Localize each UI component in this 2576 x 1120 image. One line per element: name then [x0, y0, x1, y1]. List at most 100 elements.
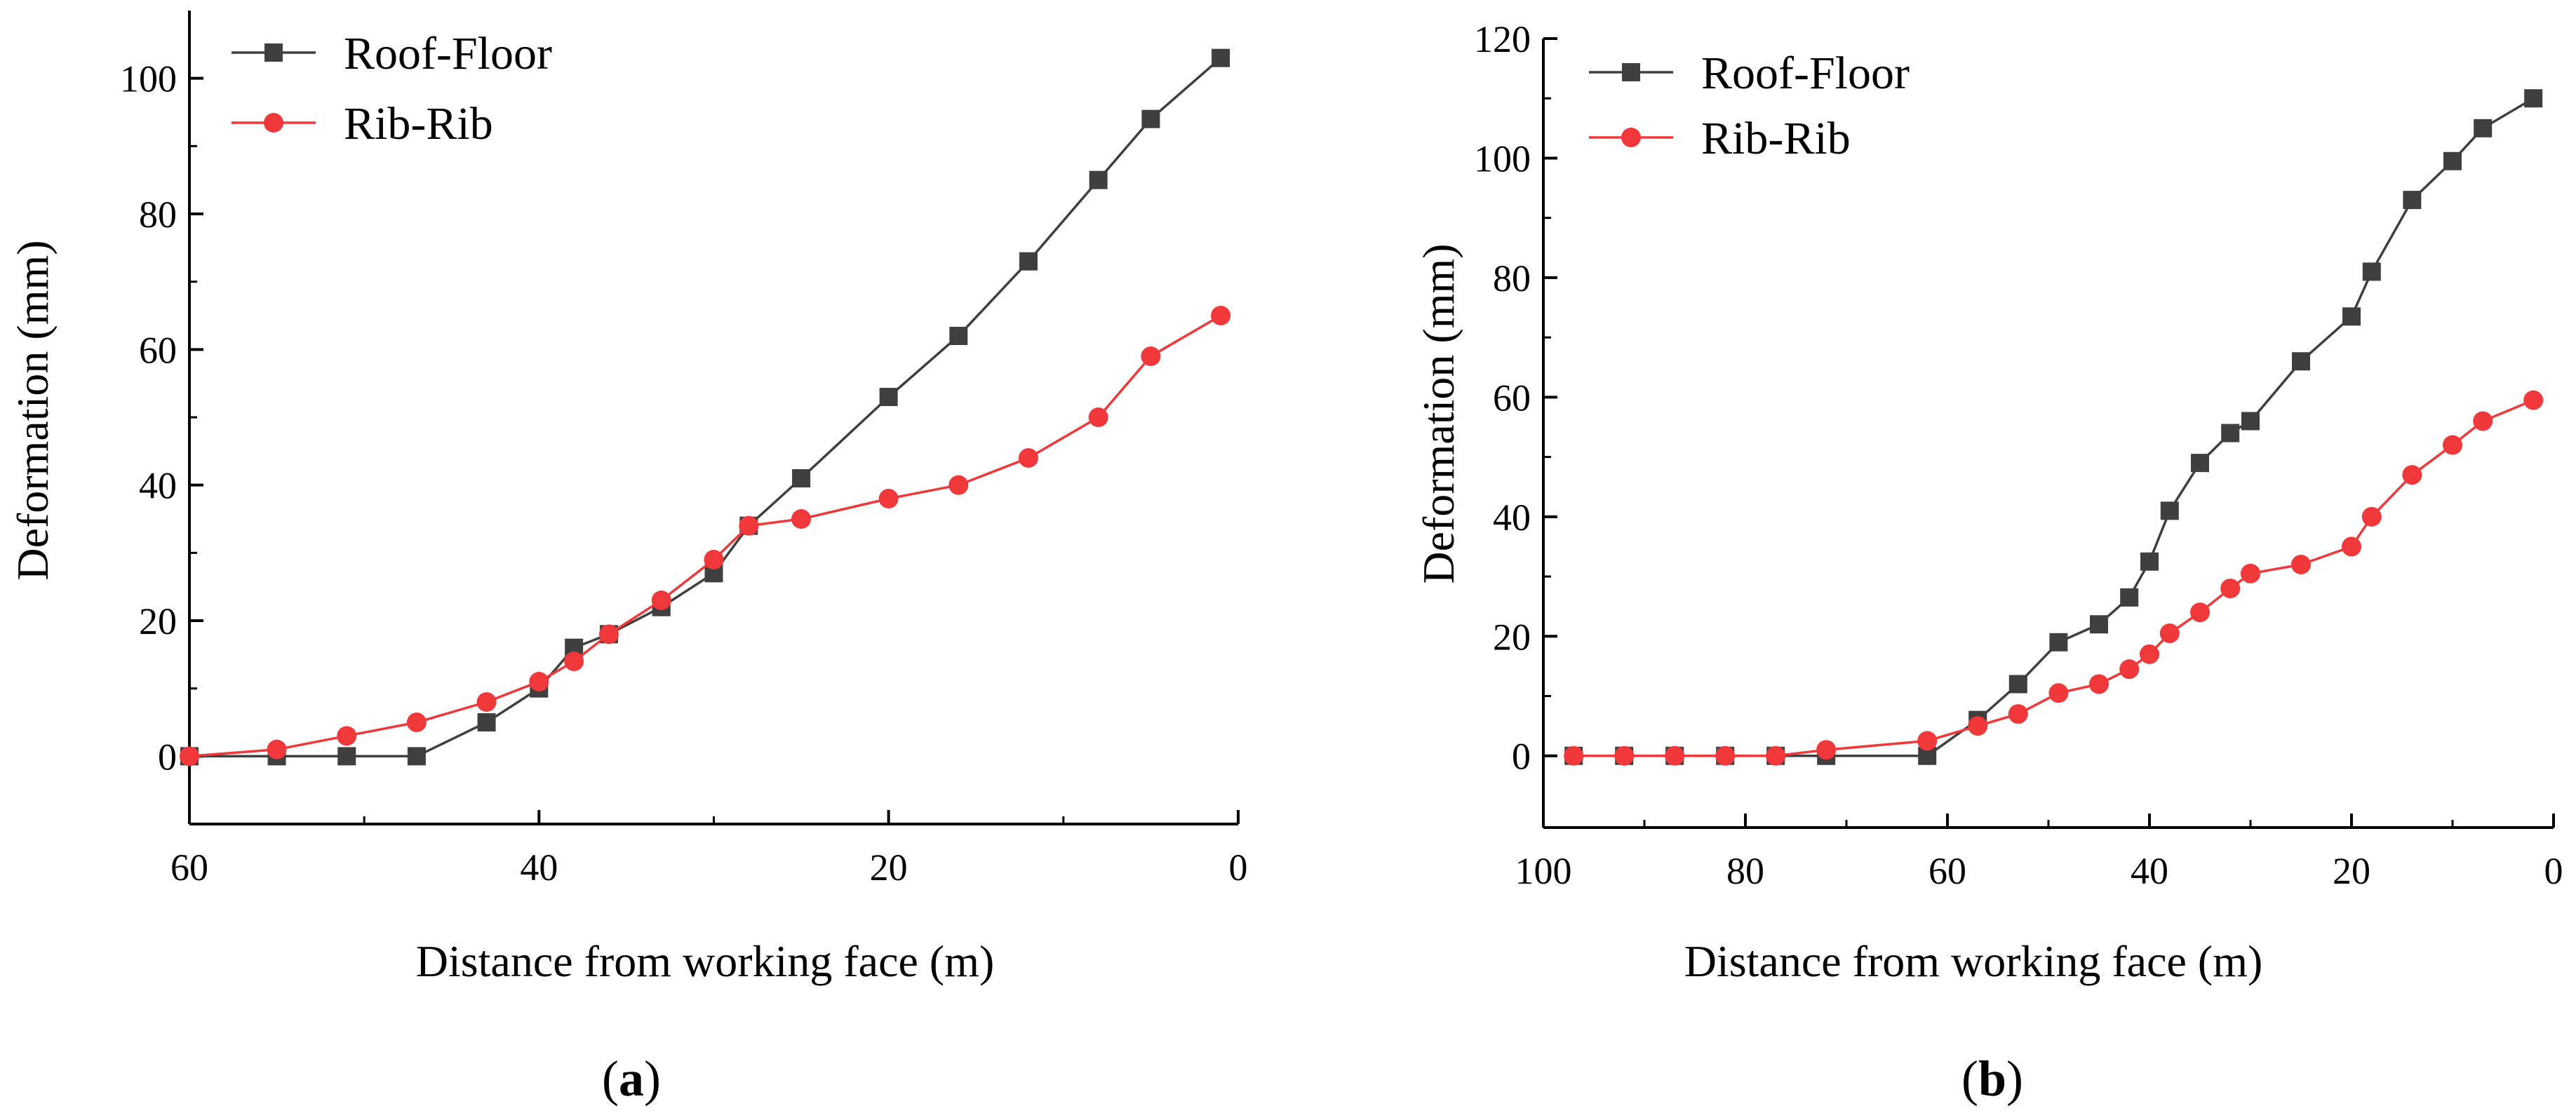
data-point-roof-floor-b	[2221, 424, 2240, 443]
data-point-roof-floor-a	[792, 469, 811, 487]
legend-label-roof-floor-b: Roof-Floor	[1701, 48, 1910, 99]
data-point-roof-floor-b	[2362, 262, 2381, 281]
y-tick-label-b: 80	[1493, 257, 1531, 299]
x-tick-label-a: 0	[1229, 846, 1248, 889]
x-tick-label-b: 80	[1726, 850, 1764, 892]
legend-item-rib-rib-a: Rib-Rib	[232, 98, 493, 149]
legend-item-roof-floor-b: Roof-Floor	[1589, 48, 1910, 99]
y-tick-label-a: 40	[139, 465, 177, 507]
legend-label-rib-rib-b: Rib-Rib	[1701, 113, 1851, 164]
x-axis-title-a: Distance from working face (m)	[416, 936, 995, 986]
y-tick-label-b: 100	[1474, 137, 1531, 180]
data-point-roof-floor-b	[2090, 615, 2108, 634]
data-point-rib-rib-b	[1715, 745, 1736, 766]
plot-area-a: 60 40 20 0 0 20 40 60 80 100 Roof-Floor Rib-Rib	[120, 11, 1248, 889]
data-point-rib-rib-b	[2089, 674, 2109, 694]
data-point-rib-rib-a	[791, 509, 812, 529]
y-axis-title-a: Deformation (mm)	[8, 240, 58, 580]
y-tick-label-a: 0	[158, 736, 177, 778]
data-point-rib-rib-a	[406, 713, 427, 732]
data-point-rib-rib-b	[2523, 390, 2544, 410]
data-point-roof-floor-b	[2342, 307, 2361, 326]
chart-panel-b: 100 80 60 40 20 0 0 20 40 60 80 100 120 Roof-Floor Rib…	[1414, 18, 2563, 1107]
legend-item-roof-floor-a: Roof-Floor	[232, 28, 552, 79]
data-point-rib-rib-a	[476, 692, 497, 712]
x-tick-label-b: 60	[1928, 850, 1966, 892]
data-point-roof-floor-a	[337, 747, 356, 766]
series-line-roof-floor-b	[1574, 97, 2535, 757]
data-point-rib-rib-b	[1614, 745, 1635, 766]
data-point-rib-rib-a	[878, 489, 899, 508]
y-tick-label-a: 100	[120, 58, 177, 100]
data-point-rib-rib-a	[704, 550, 724, 569]
data-point-roof-floor-b	[2241, 412, 2260, 431]
data-point-rib-rib-b	[2008, 704, 2028, 724]
y-tick-label-b: 60	[1493, 377, 1531, 419]
x-tick-label-b: 100	[1515, 850, 1572, 892]
legend-marker-rib-rib-b	[1621, 128, 1641, 147]
data-point-roof-floor-b	[2008, 675, 2027, 694]
data-point-roof-floor-a	[1212, 48, 1230, 67]
data-point-rib-rib-a	[1211, 306, 1231, 325]
y-tick-label-b: 0	[1512, 736, 1531, 778]
data-point-roof-floor-a	[1141, 109, 1160, 128]
series-line-roof-floor-a	[189, 57, 1222, 758]
data-point-rib-rib-b	[2048, 683, 2069, 703]
data-point-roof-floor-a	[1019, 252, 1038, 271]
series-line-rib-rib-b	[1574, 398, 2534, 757]
y-axis-title-b: Deformation (mm)	[1414, 243, 1463, 583]
data-point-rib-rib-a	[1019, 448, 1038, 468]
data-point-roof-floor-b	[2191, 454, 2209, 473]
data-point-rib-rib-b	[2220, 579, 2241, 599]
legend-label-roof-floor-a: Roof-Floor	[344, 28, 552, 79]
data-point-rib-rib-b	[1766, 745, 1786, 766]
x-tick-label-b: 40	[2131, 850, 2168, 892]
legend-item-rib-rib-b: Rib-Rib	[1589, 113, 1851, 164]
data-point-roof-floor-b	[2474, 119, 2493, 137]
data-point-rib-rib-a	[337, 726, 357, 746]
data-point-rib-rib-a	[529, 672, 549, 691]
data-point-roof-floor-b	[2160, 501, 2179, 520]
data-point-roof-floor-a	[1089, 170, 1108, 189]
data-point-roof-floor-a	[949, 327, 968, 345]
data-point-rib-rib-a	[1141, 346, 1161, 366]
plot-area-b: 100 80 60 40 20 0 0 20 40 60 80 100 120 Roof-Floor Rib…	[1474, 18, 2563, 892]
data-point-rib-rib-b	[2190, 602, 2210, 623]
data-point-rib-rib-a	[651, 591, 671, 610]
data-point-rib-rib-b	[2473, 411, 2493, 431]
data-point-roof-floor-a	[879, 388, 898, 406]
data-point-rib-rib-a	[599, 624, 619, 645]
y-tick-label-a: 60	[139, 329, 177, 371]
data-point-roof-floor-b	[2443, 151, 2462, 170]
data-point-rib-rib-a	[267, 739, 287, 760]
data-point-rib-rib-b	[2140, 644, 2159, 664]
data-point-roof-floor-b	[2524, 89, 2543, 108]
y-tick-label-b: 20	[1493, 616, 1531, 658]
data-point-rib-rib-b	[2159, 623, 2180, 644]
data-point-rib-rib-b	[2291, 555, 2311, 574]
data-point-rib-rib-b	[1968, 716, 1988, 736]
data-point-rib-rib-b	[2443, 435, 2462, 455]
data-point-rib-rib-b	[2342, 537, 2361, 557]
data-point-roof-floor-b	[2120, 588, 2139, 607]
x-tick-label-b: 0	[2544, 850, 2563, 892]
legend-marker-rib-rib-a	[264, 113, 283, 133]
data-point-roof-floor-a	[407, 747, 426, 766]
x-tick-label-a: 20	[870, 846, 908, 889]
y-tick-label-a: 20	[139, 600, 177, 642]
data-point-rib-rib-b	[1564, 745, 1584, 766]
data-point-rib-rib-b	[2402, 465, 2422, 485]
series-line-rib-rib-a	[189, 314, 1221, 758]
y-tick-label-b: 120	[1474, 18, 1531, 60]
data-point-rib-rib-b	[1816, 740, 1837, 760]
data-point-roof-floor-a	[477, 713, 496, 731]
data-point-rib-rib-b	[2361, 506, 2382, 527]
y-tick-label-b: 40	[1493, 497, 1531, 539]
data-point-rib-rib-b	[2241, 563, 2260, 583]
legend-marker-roof-floor-b	[1622, 63, 1640, 81]
data-point-roof-floor-b	[2140, 552, 2159, 571]
data-point-rib-rib-b	[1917, 731, 1938, 751]
x-tick-label-b: 20	[2333, 850, 2370, 892]
data-point-roof-floor-b	[2292, 352, 2310, 371]
